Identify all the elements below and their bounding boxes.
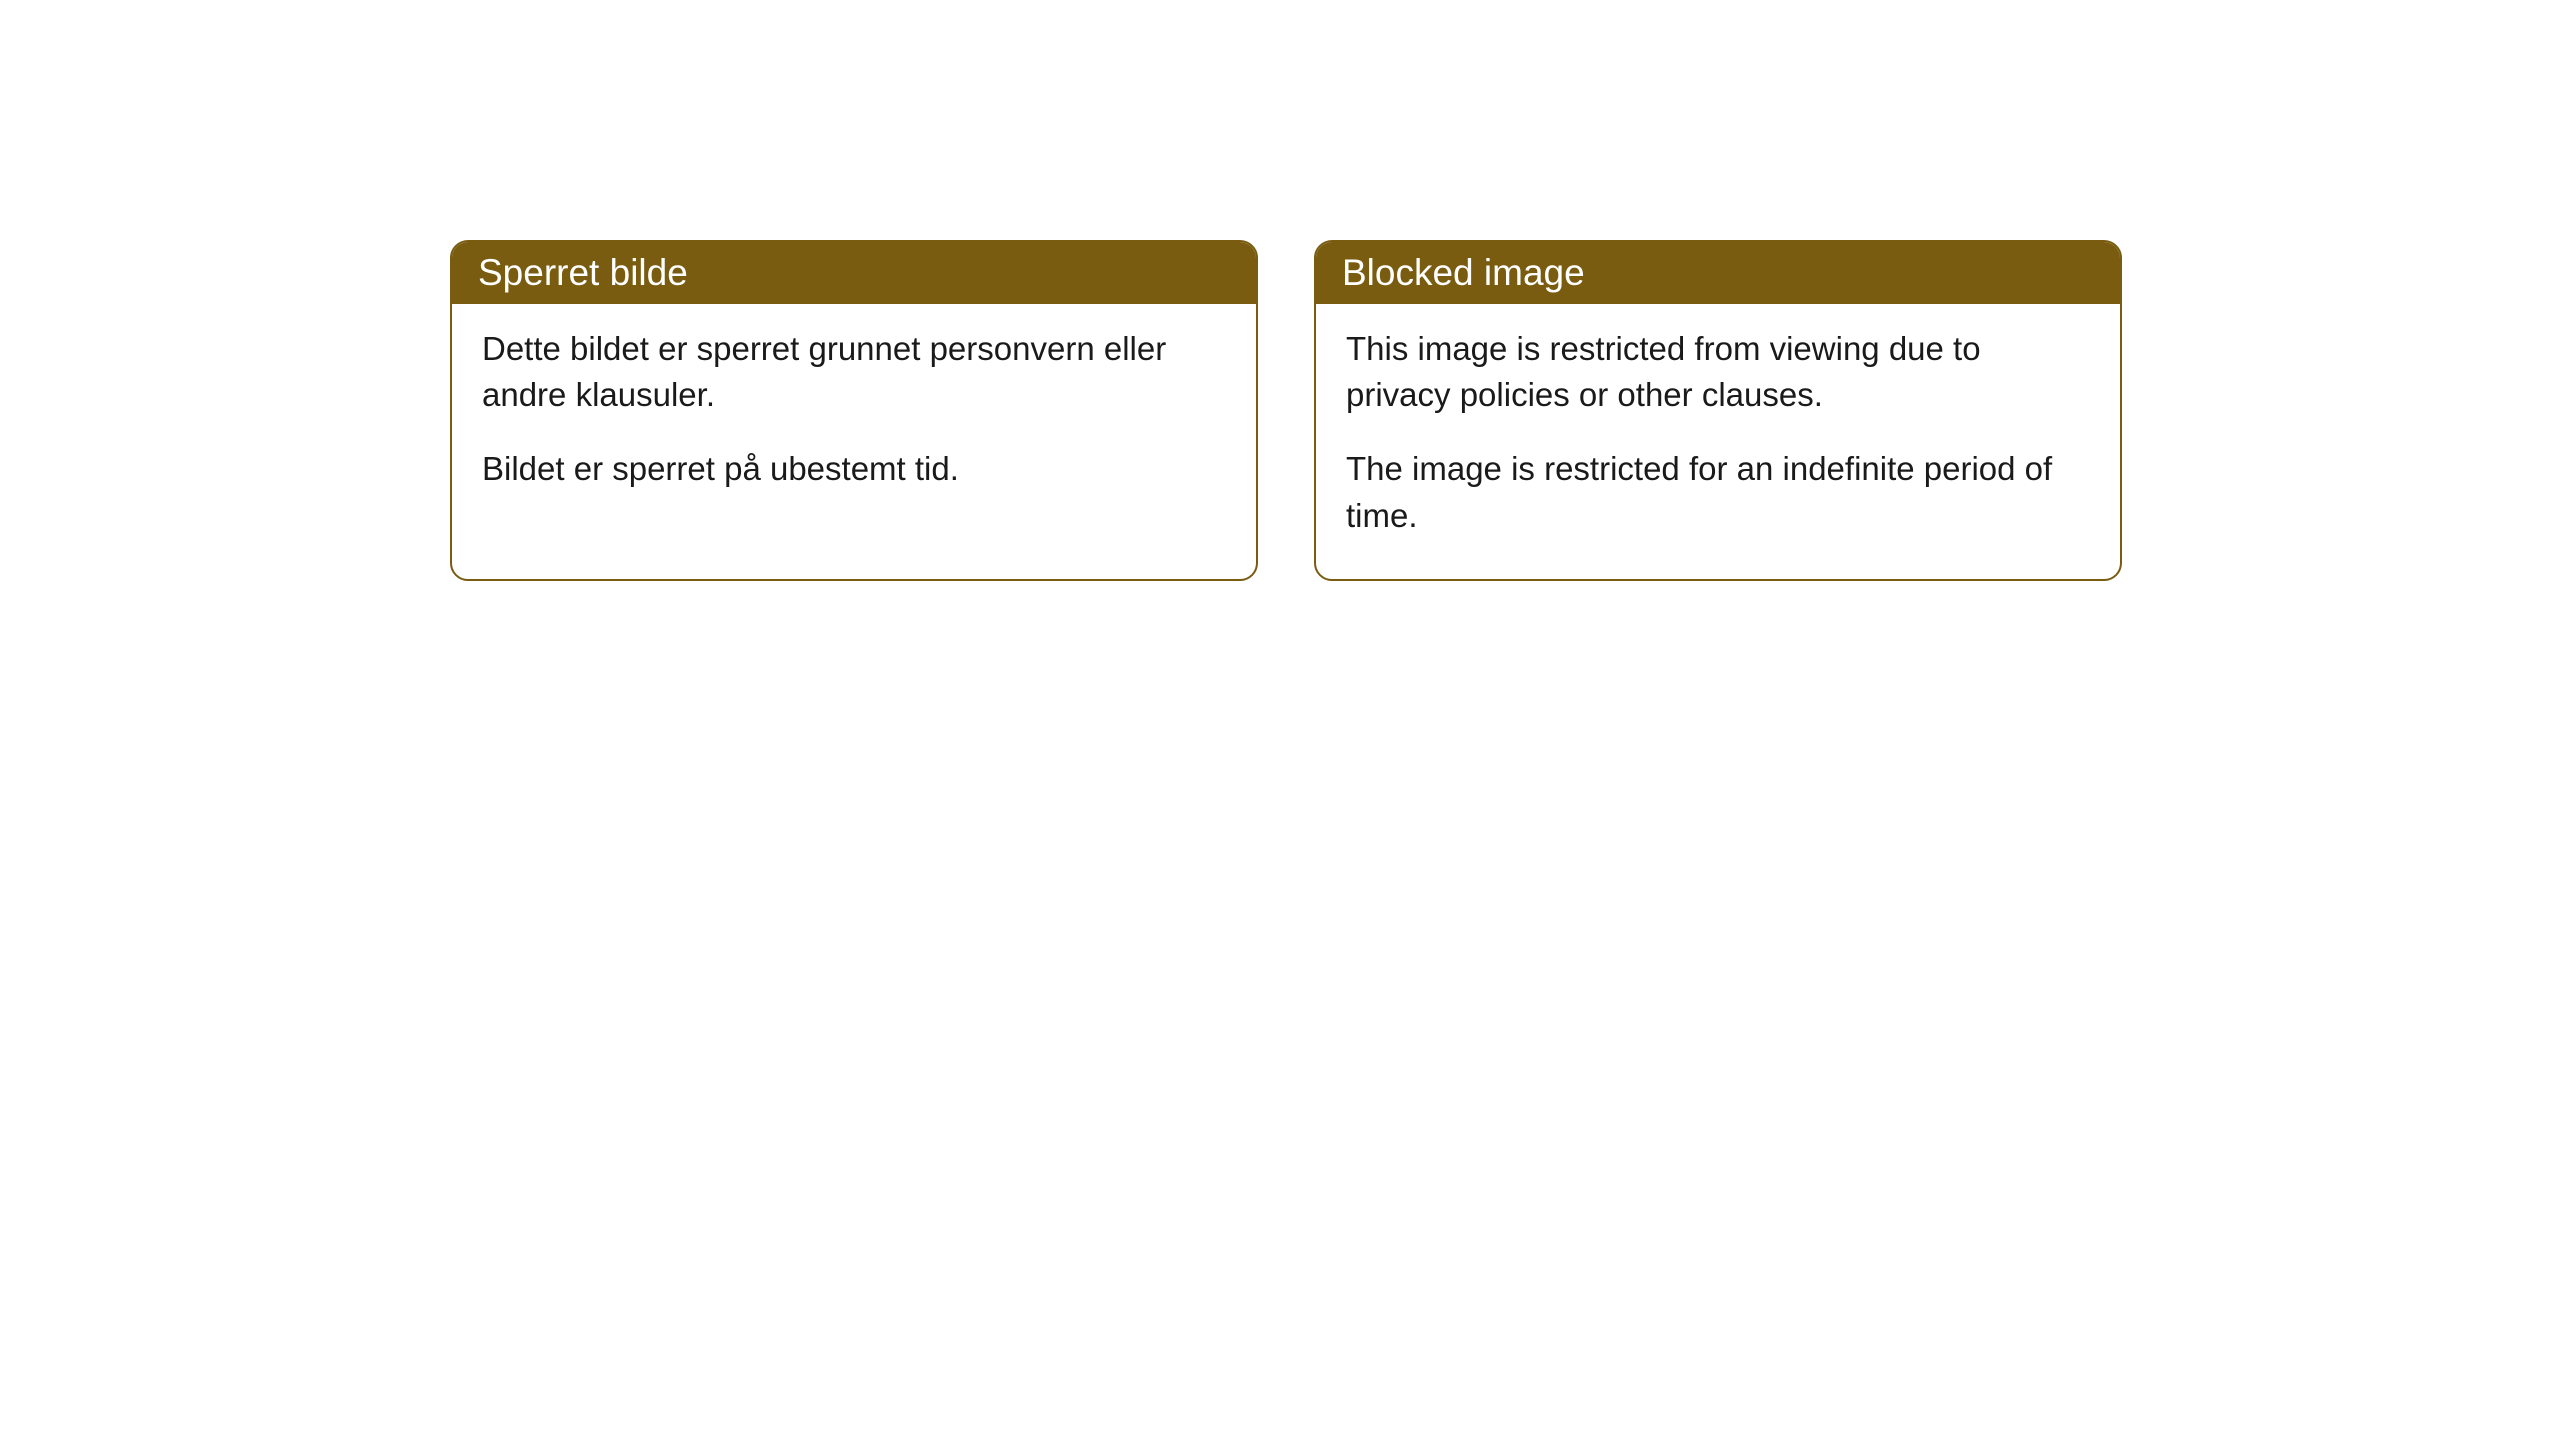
card-header: Blocked image <box>1316 242 2120 304</box>
notice-cards-container: Sperret bilde Dette bildet er sperret gr… <box>450 240 2122 581</box>
card-title: Sperret bilde <box>478 252 688 293</box>
card-paragraph: This image is restricted from viewing du… <box>1346 326 2090 418</box>
card-paragraph: The image is restricted for an indefinit… <box>1346 446 2090 538</box>
card-paragraph: Dette bildet er sperret grunnet personve… <box>482 326 1226 418</box>
notice-card-english: Blocked image This image is restricted f… <box>1314 240 2122 581</box>
card-title: Blocked image <box>1342 252 1585 293</box>
card-body: Dette bildet er sperret grunnet personve… <box>452 304 1256 533</box>
notice-card-norwegian: Sperret bilde Dette bildet er sperret gr… <box>450 240 1258 581</box>
card-header: Sperret bilde <box>452 242 1256 304</box>
card-body: This image is restricted from viewing du… <box>1316 304 2120 579</box>
card-paragraph: Bildet er sperret på ubestemt tid. <box>482 446 1226 492</box>
